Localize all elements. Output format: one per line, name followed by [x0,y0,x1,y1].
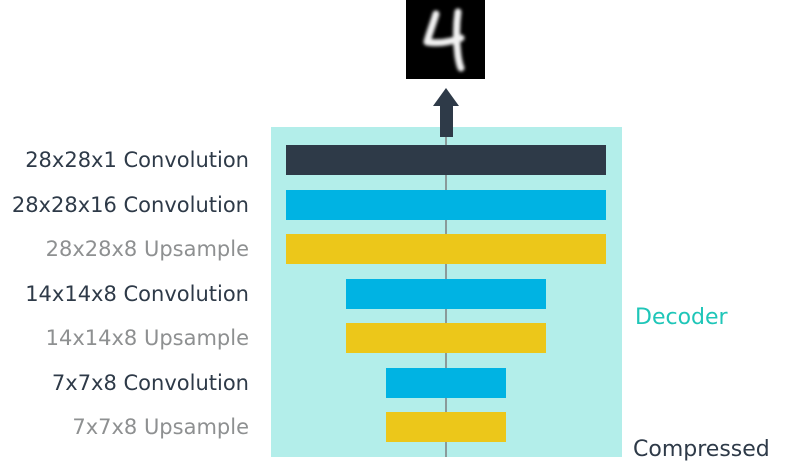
decoder-label: Decoder [635,305,728,330]
layer-bar-2 [286,190,606,220]
layer-label-6: 7x7x8 Convolution [51,371,249,395]
layer-bar-5 [346,323,546,353]
layer-bar-1 [286,145,606,175]
output-arrow-head-icon [433,88,459,106]
layer-label-5: 14x14x8 Upsample [45,326,249,350]
compressed-label: Compressed [633,437,770,462]
handwritten-digit-icon [423,8,465,72]
layer-label-2: 28x28x16 Convolution [11,193,249,217]
layer-label-4: 14x14x8 Convolution [25,282,249,306]
layer-label-1: 28x28x1 Convolution [25,148,249,172]
layer-bar-7 [386,412,506,442]
layer-bar-6 [386,368,506,398]
layer-label-7: 7x7x8 Upsample [72,415,249,439]
output-arrow-shaft [440,104,453,137]
layer-bar-4 [346,279,546,309]
layer-label-3: 28x28x8 Upsample [45,237,249,261]
output-digit-image [406,0,485,79]
layer-bar-3 [286,234,606,264]
